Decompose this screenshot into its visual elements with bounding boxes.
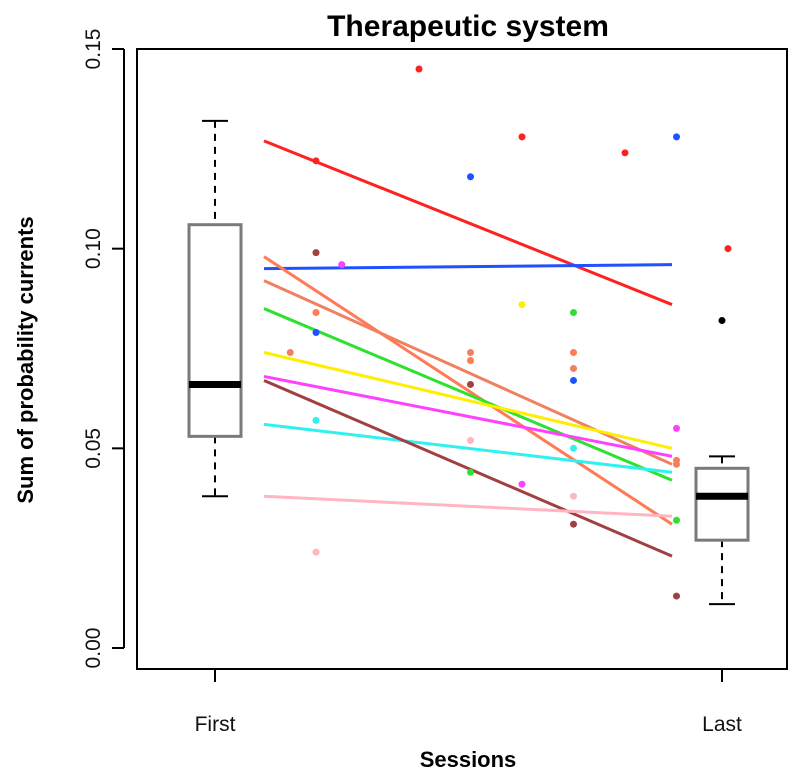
data-point: [673, 424, 680, 432]
data-point: [467, 380, 474, 388]
y-tick-label: 0.00: [82, 628, 105, 669]
data-point: [312, 309, 320, 317]
trend-line-4: [263, 279, 673, 466]
data-point: [312, 249, 320, 257]
data-point: [312, 416, 320, 424]
trend-line-6: [263, 351, 673, 450]
x-axis-title: Sessions: [420, 747, 517, 772]
data-point: [415, 65, 423, 73]
data-point: [673, 133, 680, 141]
data-point: [518, 133, 526, 141]
trend-line-1: [263, 139, 673, 306]
box: [694, 466, 750, 542]
data-point: [570, 492, 577, 500]
data-point: [518, 480, 526, 488]
trend-line-2: [263, 263, 673, 271]
data-point: [570, 309, 577, 317]
data-point: [338, 261, 346, 269]
plot-frame: [136, 48, 788, 670]
chart-title: Therapeutic system: [327, 10, 609, 43]
data-point: [570, 364, 577, 372]
y-tick-label: 0.15: [82, 29, 105, 70]
y-axis-title: Sum of probability currents: [13, 216, 38, 503]
data-point: [518, 301, 526, 309]
data-points: [286, 65, 732, 600]
data-point: [673, 460, 680, 468]
data-point: [570, 348, 577, 356]
y-axis: 0.00 0.05 0.10 0.15: [82, 29, 125, 669]
outlier-point: [718, 317, 726, 325]
trend-line-3: [263, 255, 673, 526]
data-point: [312, 157, 320, 165]
data-point: [312, 329, 320, 337]
data-point: [467, 436, 474, 444]
boxplot-last: [694, 317, 750, 606]
y-tick-label: 0.10: [82, 228, 105, 269]
data-point: [467, 173, 474, 181]
trend-line-8: [263, 422, 673, 474]
x-axis: First Last: [195, 669, 742, 736]
x-tick-label: First: [195, 713, 236, 736]
data-point: [570, 444, 577, 452]
data-point: [673, 592, 680, 600]
data-point: [467, 468, 474, 476]
boxplot-first: [187, 119, 243, 498]
data-point: [286, 348, 294, 356]
data-point: [570, 376, 577, 384]
trend-lines: [263, 139, 673, 558]
box: [187, 223, 243, 438]
data-point: [467, 356, 474, 364]
data-point: [724, 245, 732, 253]
trend-line-7: [263, 374, 673, 458]
boxplots: [187, 119, 750, 606]
data-point: [312, 548, 320, 556]
data-point: [673, 516, 680, 524]
trend-line-9: [263, 379, 673, 558]
trend-line-5: [263, 307, 673, 482]
x-tick-label: Last: [702, 713, 742, 736]
data-point: [621, 149, 629, 157]
data-point: [570, 520, 577, 528]
data-point: [467, 348, 474, 356]
y-tick-label: 0.05: [82, 428, 105, 469]
trend-line-10: [263, 494, 673, 518]
